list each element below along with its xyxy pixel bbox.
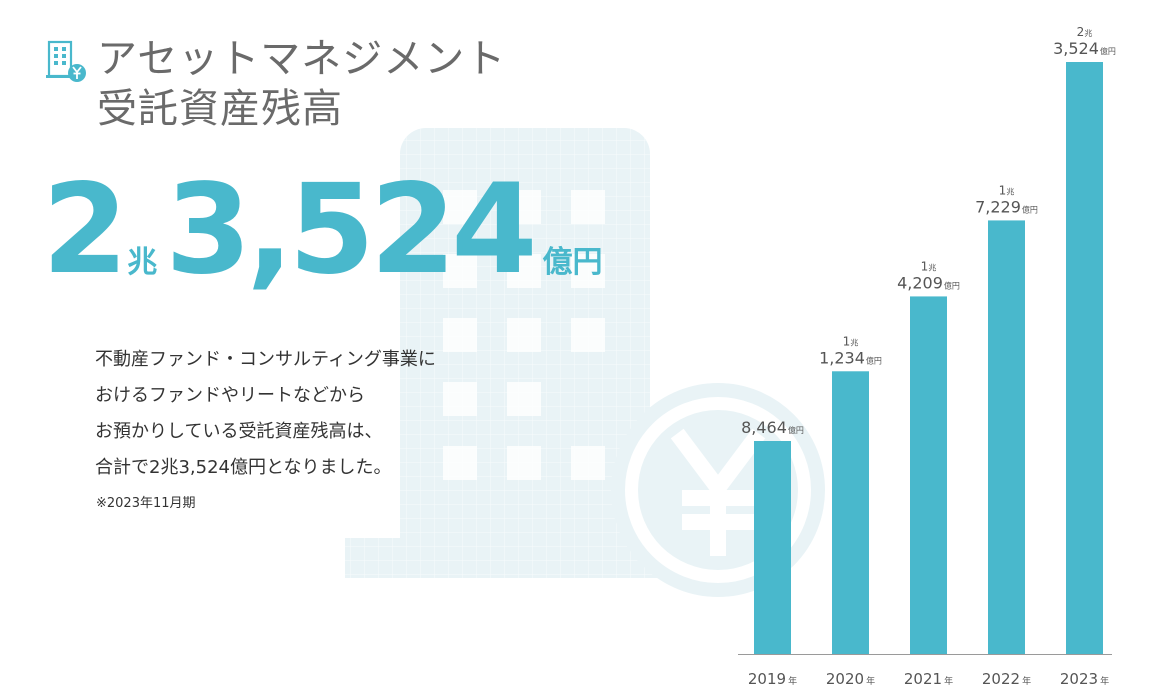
tick-label-2022: 2022 年 — [982, 670, 1031, 688]
data-label-cho-2022: 1兆 — [999, 183, 1015, 197]
data-label-cho-2021: 1兆 — [921, 259, 937, 273]
bar-2019 — [754, 440, 791, 654]
total-assets-headline: 2 兆3,524 億円 — [42, 160, 603, 300]
headline-cho-unit: 兆 — [127, 245, 158, 280]
description-line-1: 不動産ファンド・コンサルティング事業に — [95, 349, 436, 370]
tick-label-2020: 2020 年 — [826, 670, 875, 688]
bar-2020 — [832, 371, 869, 654]
headline-cho-value: 2 — [42, 158, 128, 302]
data-label-2020: 1,234億円 — [819, 348, 882, 367]
tick-label-2023: 2023 年 — [1060, 670, 1109, 688]
headline-oku-unit: 億円 — [542, 245, 603, 280]
headline-oku-value: 3,524 — [165, 158, 537, 302]
tick-label-2019: 2019 年 — [748, 670, 797, 688]
data-label-2023: 3,524億円 — [1053, 39, 1116, 58]
title-line-2: 受託資産残高 — [97, 86, 343, 132]
description-line-3: お預かりしている受託資産残高は、 — [95, 421, 383, 442]
bar-2021 — [910, 296, 947, 654]
description: 不動産ファンド・コンサルティング事業に おけるファンドやリートなどから お預かり… — [95, 342, 436, 486]
data-label-cho-2020: 1兆 — [843, 334, 859, 348]
page-title: アセットマネジメント 受託資産残高 — [97, 34, 506, 134]
data-label-2022: 7,229億円 — [975, 197, 1038, 216]
description-line-2: おけるファンドやリートなどから — [95, 385, 365, 406]
data-label-2019: 8,464億円 — [741, 418, 804, 437]
title-line-1: アセットマネジメント — [97, 36, 507, 82]
bar-2023 — [1066, 62, 1103, 654]
bar-2022 — [988, 220, 1025, 654]
building-yen-icon — [46, 40, 86, 82]
tick-label-2021: 2021 年 — [904, 670, 953, 688]
data-label-2021: 4,209億円 — [897, 273, 960, 292]
period-note: ※2023年11月期 — [96, 496, 196, 511]
data-label-cho-2023: 2兆 — [1077, 25, 1093, 39]
description-line-4: 合計で2兆3,524億円となりました。 — [95, 457, 392, 478]
